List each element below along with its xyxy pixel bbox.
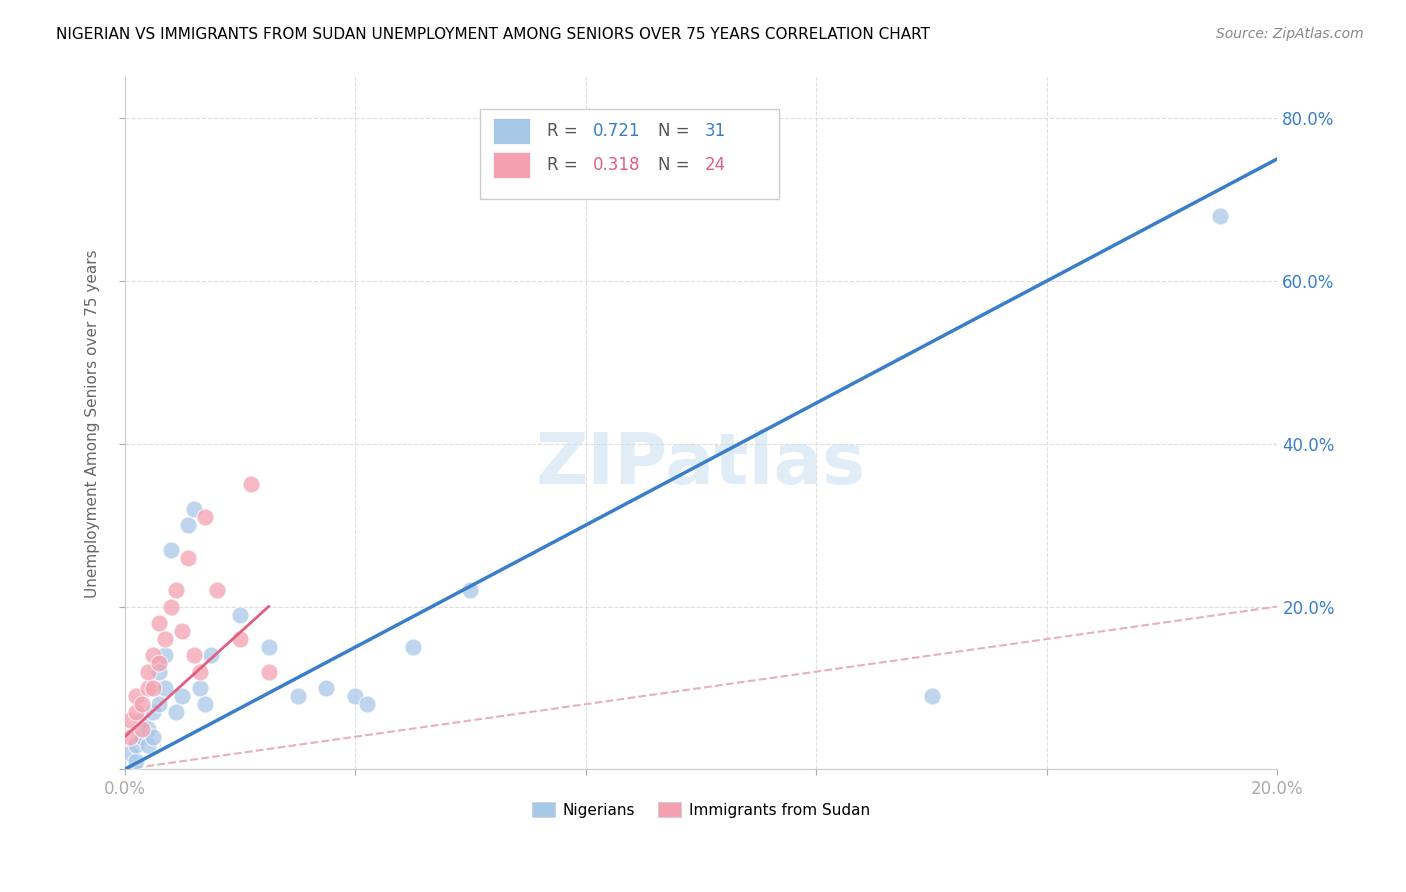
Point <box>166 583 188 598</box>
Point <box>402 640 425 655</box>
Point <box>125 689 148 703</box>
Point <box>148 615 170 630</box>
Point <box>183 501 205 516</box>
Point <box>460 583 482 598</box>
Point <box>159 599 181 614</box>
Point <box>125 738 148 752</box>
Point <box>172 624 194 638</box>
Text: N =: N = <box>658 156 695 174</box>
FancyBboxPatch shape <box>494 118 530 144</box>
Point <box>194 697 217 711</box>
Point <box>153 632 176 646</box>
Point <box>131 730 153 744</box>
Point <box>188 681 211 695</box>
Point <box>194 510 217 524</box>
Point <box>172 689 194 703</box>
Y-axis label: Unemployment Among Seniors over 75 years: Unemployment Among Seniors over 75 years <box>86 249 100 598</box>
Point <box>257 665 280 679</box>
Point <box>120 730 142 744</box>
Point <box>240 477 263 491</box>
Point <box>153 648 176 663</box>
Point <box>356 697 378 711</box>
Point <box>159 542 181 557</box>
Text: R =: R = <box>547 121 582 140</box>
Point <box>136 722 159 736</box>
Point <box>120 714 142 728</box>
Point <box>148 657 170 671</box>
Point <box>921 689 943 703</box>
Point <box>177 550 200 565</box>
Point <box>177 518 200 533</box>
Point <box>205 583 228 598</box>
Point <box>131 697 153 711</box>
Point <box>315 681 337 695</box>
Point <box>1209 209 1232 223</box>
Legend: Nigerians, Immigrants from Sudan: Nigerians, Immigrants from Sudan <box>526 796 876 824</box>
Point <box>142 706 165 720</box>
Text: R =: R = <box>547 156 582 174</box>
Point <box>183 648 205 663</box>
Text: 31: 31 <box>704 121 725 140</box>
Point <box>136 681 159 695</box>
Point <box>136 738 159 752</box>
Point <box>188 665 211 679</box>
Point <box>125 706 148 720</box>
Point <box>131 714 153 728</box>
Point <box>287 689 309 703</box>
Point <box>142 681 165 695</box>
Text: Source: ZipAtlas.com: Source: ZipAtlas.com <box>1216 27 1364 41</box>
Point <box>125 754 148 768</box>
Point <box>229 632 252 646</box>
FancyBboxPatch shape <box>479 109 779 199</box>
Point <box>344 689 367 703</box>
Text: 0.721: 0.721 <box>593 121 640 140</box>
FancyBboxPatch shape <box>494 153 530 178</box>
Text: NIGERIAN VS IMMIGRANTS FROM SUDAN UNEMPLOYMENT AMONG SENIORS OVER 75 YEARS CORRE: NIGERIAN VS IMMIGRANTS FROM SUDAN UNEMPL… <box>56 27 931 42</box>
Point <box>142 730 165 744</box>
Point <box>142 648 165 663</box>
Text: N =: N = <box>658 121 695 140</box>
Point <box>153 681 176 695</box>
Point <box>166 706 188 720</box>
Point <box>148 665 170 679</box>
Point <box>120 746 142 760</box>
Text: ZIPatlas: ZIPatlas <box>536 430 866 500</box>
Point <box>257 640 280 655</box>
Point <box>136 665 159 679</box>
Text: 24: 24 <box>704 156 725 174</box>
Point <box>131 722 153 736</box>
Text: 0.318: 0.318 <box>593 156 640 174</box>
Point <box>229 607 252 622</box>
Point <box>148 697 170 711</box>
Point <box>200 648 222 663</box>
